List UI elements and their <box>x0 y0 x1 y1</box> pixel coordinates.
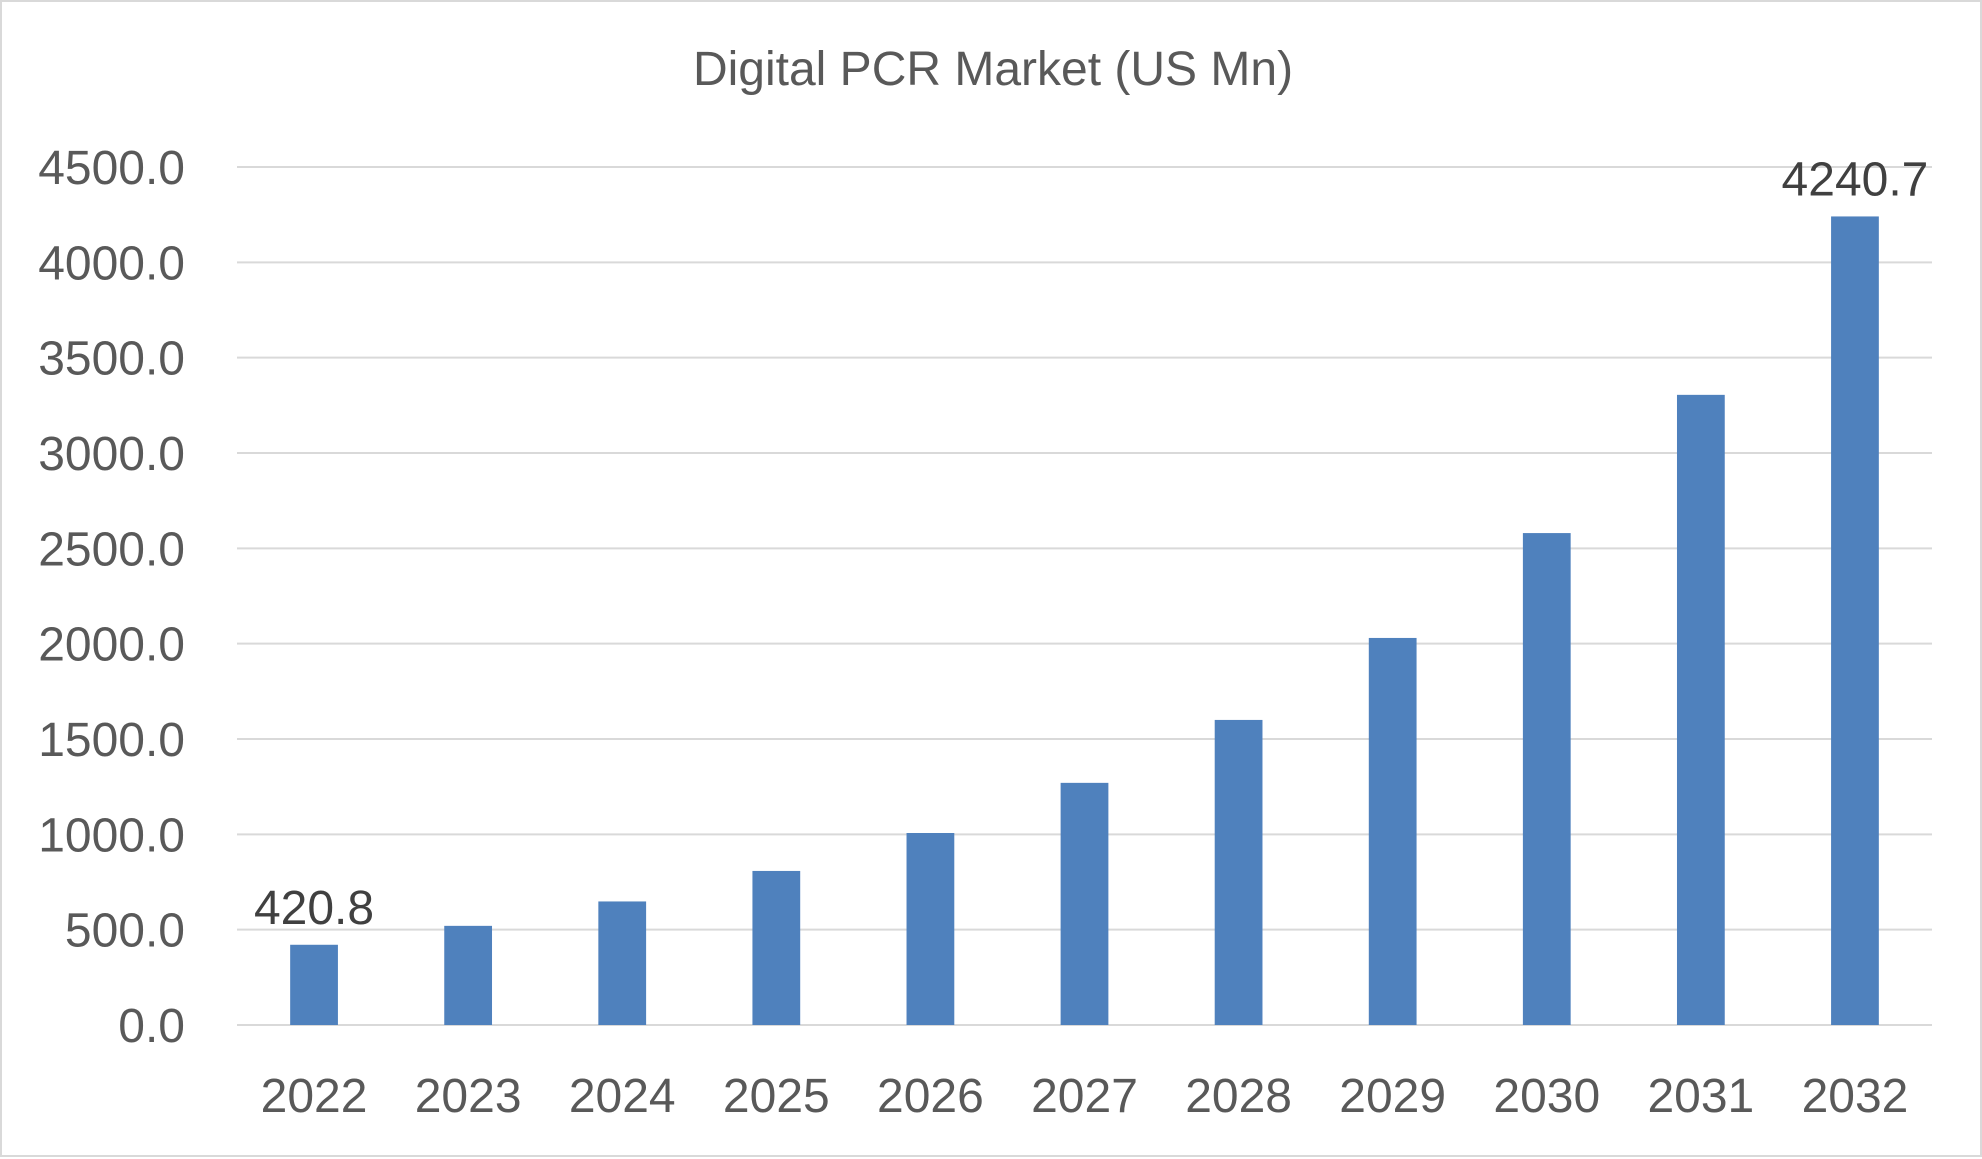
y-axis-tick-labels: 0.0 500.0 1000.0 1500.0 2000.0 2500.0 3000.0 35… <box>38 142 185 1053</box>
x-tick-label: 2032 <box>1802 1070 1909 1123</box>
chart-title: Digital PCR Market (US Mn) <box>692 43 1294 96</box>
y-tick-label: 2000.0 <box>38 619 185 672</box>
bar-2027 <box>1060 782 1109 1025</box>
y-tick-label: 1000.0 <box>38 809 185 862</box>
bar-2026 <box>906 832 955 1025</box>
x-axis-tick-labels: 2022 2023 2024 2025 2026 2027 2028 2029 2030 2031… <box>261 1070 1909 1123</box>
bar-2031 <box>1676 394 1725 1025</box>
data-labels: 420.8 4240.7 <box>254 153 1928 934</box>
x-tick-label: 2027 <box>1031 1070 1138 1123</box>
y-tick-label: 3500.0 <box>38 333 185 386</box>
bar-2030 <box>1522 533 1571 1025</box>
data-label-2032: 4240.7 <box>1782 153 1929 206</box>
bar-2025 <box>752 870 801 1025</box>
y-tick-label: 2500.0 <box>38 523 185 576</box>
x-tick-label: 2029 <box>1339 1070 1446 1123</box>
bar-2024 <box>598 901 647 1025</box>
x-tick-label: 2024 <box>569 1070 676 1123</box>
x-tick-label: 2028 <box>1185 1070 1292 1123</box>
bar-2022 <box>290 944 338 1025</box>
bar-2028 <box>1214 719 1263 1025</box>
y-tick-label: 3000.0 <box>38 428 185 481</box>
x-tick-label: 2030 <box>1493 1070 1600 1123</box>
bar-2032 <box>1831 216 1879 1025</box>
y-tick-label: 500.0 <box>65 905 185 958</box>
y-tick-label: 4000.0 <box>38 237 185 290</box>
x-tick-label: 2025 <box>723 1070 830 1123</box>
x-tick-label: 2022 <box>261 1070 368 1123</box>
x-tick-label: 2023 <box>415 1070 522 1123</box>
bar-2023 <box>444 925 493 1025</box>
y-tick-label: 4500.0 <box>38 142 185 195</box>
x-tick-label: 2031 <box>1647 1070 1754 1123</box>
y-tick-label: 1500.0 <box>38 714 185 767</box>
data-label-2022: 420.8 <box>254 882 374 935</box>
y-tick-label: 0.0 <box>118 1000 185 1053</box>
bars <box>290 216 1879 1025</box>
x-tick-label: 2026 <box>877 1070 984 1123</box>
bar-2029 <box>1368 637 1417 1025</box>
